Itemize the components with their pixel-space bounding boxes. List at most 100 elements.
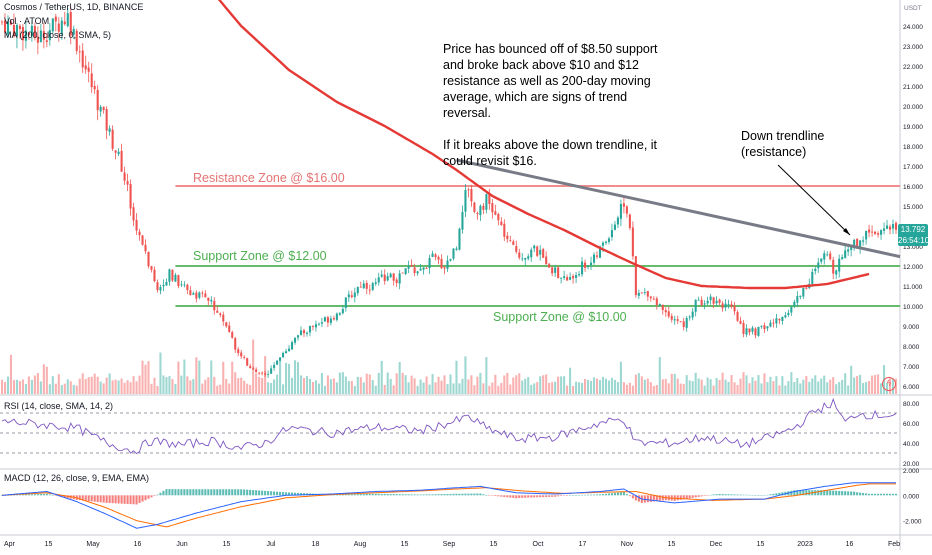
macd-histogram-bar (706, 495, 709, 496)
macd-histogram-bar (601, 494, 605, 496)
candle-body (201, 292, 204, 294)
trendline-sublabel: (resistance) (741, 145, 807, 159)
volume-bar (646, 378, 649, 394)
volume-bar (575, 381, 578, 394)
volume-bar (282, 384, 285, 394)
candle-body (491, 203, 494, 213)
volume-bar (377, 372, 380, 394)
candle-body (204, 293, 207, 298)
candle-body (859, 240, 862, 249)
commentary-annotation: Price has bounced off of $8.50 support a… (443, 41, 661, 185)
macd-histogram-bar (572, 495, 575, 496)
volume-bar (793, 382, 796, 394)
price-tick-label: 10.000 (903, 304, 923, 311)
candle-body (195, 292, 198, 299)
levels-layer (175, 185, 900, 307)
macd-histogram-bar (12, 494, 16, 496)
macd-histogram-bar (249, 489, 252, 496)
volume-bar (323, 385, 326, 394)
volume-bar (589, 380, 593, 394)
volume-bar (87, 377, 90, 394)
price-tick-label: 8.000 (903, 344, 920, 351)
volume-bar (374, 385, 377, 394)
volume-bar (285, 362, 288, 394)
macd-histogram-bar (569, 495, 572, 496)
candle-body (891, 224, 895, 229)
macd-histogram-bar (371, 493, 374, 496)
volume-bar (27, 376, 30, 394)
macd-histogram-bar (781, 492, 784, 496)
candle-body (527, 256, 530, 259)
candle-body (578, 274, 581, 276)
candle-body (123, 172, 126, 181)
candle-body (610, 230, 613, 238)
candle-body (335, 313, 338, 320)
candle-body (344, 297, 347, 309)
candle-body (237, 349, 240, 354)
volume-bar (180, 375, 183, 394)
trendline-arrowhead (843, 228, 850, 235)
volume-bar (102, 383, 105, 394)
macd-histogram-bar (449, 493, 452, 496)
volume-bar (240, 377, 243, 394)
volume-bar (814, 375, 817, 394)
macd-histogram-bar (114, 495, 117, 504)
price-tick-label: 11.000 (903, 284, 923, 291)
volume-bar (425, 376, 428, 394)
macd-histogram-bar (359, 494, 362, 496)
macd-histogram-bar (832, 490, 835, 496)
candle-body (557, 267, 560, 279)
volume-bar (700, 379, 703, 394)
volume-bar (51, 376, 54, 394)
volume-bar (347, 381, 350, 394)
volume-bar (446, 384, 449, 394)
macd-histogram-bar (859, 492, 862, 496)
candle-body (536, 246, 539, 256)
volume-bar (637, 373, 640, 394)
candle-body (760, 325, 763, 327)
volume-bar (706, 377, 709, 394)
volume-bar (222, 361, 225, 394)
volume-bar (482, 383, 485, 394)
macd-histogram-bar (162, 490, 165, 496)
candle-body (748, 328, 751, 333)
candle-body (338, 313, 341, 315)
volume-bar (491, 382, 494, 394)
macd-histogram-bar (386, 493, 389, 496)
macd-histogram-bar (775, 493, 778, 496)
volume-bar (105, 377, 108, 394)
macd-histogram-bar (548, 495, 551, 497)
candle-body (548, 263, 551, 268)
volume-bar (279, 359, 282, 394)
candle-body (742, 323, 745, 334)
candle-body (219, 313, 222, 316)
volume-bar (661, 379, 664, 394)
candle-body (652, 298, 655, 300)
candle-body (54, 16, 57, 22)
volume-bar (18, 381, 21, 394)
candle-body (682, 321, 685, 328)
candle-body (99, 106, 102, 112)
candle-body (616, 217, 619, 225)
macd-histogram-bar (778, 492, 781, 496)
volume-bar (305, 376, 309, 394)
volume-bar (613, 379, 616, 394)
volume-bar (691, 381, 694, 394)
macd-histogram-bar (826, 490, 829, 496)
time-tick-label: May (86, 541, 100, 548)
candle-body (545, 256, 548, 265)
macd-histogram-bar (736, 494, 739, 496)
candle-body (829, 253, 832, 260)
macd-histogram-bar (111, 495, 114, 504)
macd-histogram-bar (216, 489, 219, 496)
lightning-icon[interactable]: ϟ (882, 377, 896, 391)
candle-body (359, 286, 362, 288)
macd-histogram-bar (530, 495, 533, 498)
macd-histogram-bar (240, 489, 243, 496)
time-tick-label: 15 (490, 541, 498, 548)
candle-body (174, 274, 177, 282)
candle-body (877, 233, 880, 235)
candle-body (769, 322, 772, 327)
candle-body (706, 300, 709, 304)
